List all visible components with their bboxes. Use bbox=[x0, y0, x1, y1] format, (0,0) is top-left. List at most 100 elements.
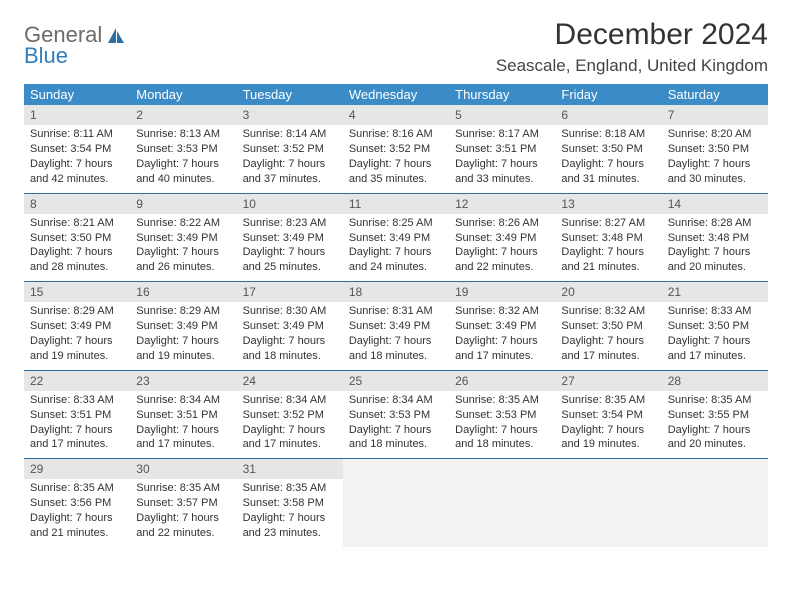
sunset-text: Sunset: 3:50 PM bbox=[668, 142, 762, 157]
sunset-text: Sunset: 3:49 PM bbox=[243, 319, 337, 334]
sunset-text: Sunset: 3:49 PM bbox=[30, 319, 124, 334]
calendar-cell: 3Sunrise: 8:14 AMSunset: 3:52 PMDaylight… bbox=[237, 105, 343, 193]
day-number: 25 bbox=[343, 371, 449, 391]
cell-body: Sunrise: 8:18 AMSunset: 3:50 PMDaylight:… bbox=[555, 125, 661, 192]
sunset-text: Sunset: 3:48 PM bbox=[561, 231, 655, 246]
day-number: 15 bbox=[24, 282, 130, 302]
day-number: 29 bbox=[24, 459, 130, 479]
sunrise-text: Sunrise: 8:14 AM bbox=[243, 127, 337, 142]
sunset-text: Sunset: 3:50 PM bbox=[561, 319, 655, 334]
daylight-text: Daylight: 7 hours and 35 minutes. bbox=[349, 157, 443, 187]
day-number: 30 bbox=[130, 459, 236, 479]
sunset-text: Sunset: 3:49 PM bbox=[349, 231, 443, 246]
sunrise-text: Sunrise: 8:35 AM bbox=[561, 393, 655, 408]
daylight-text: Daylight: 7 hours and 26 minutes. bbox=[136, 245, 230, 275]
sunrise-text: Sunrise: 8:26 AM bbox=[455, 216, 549, 231]
sunset-text: Sunset: 3:53 PM bbox=[455, 408, 549, 423]
sunrise-text: Sunrise: 8:18 AM bbox=[561, 127, 655, 142]
day-number: 3 bbox=[237, 105, 343, 125]
cell-body: Sunrise: 8:34 AMSunset: 3:52 PMDaylight:… bbox=[237, 391, 343, 458]
sunset-text: Sunset: 3:50 PM bbox=[561, 142, 655, 157]
calendar-row: 1Sunrise: 8:11 AMSunset: 3:54 PMDaylight… bbox=[24, 105, 768, 193]
weekday-header-row: Sunday Monday Tuesday Wednesday Thursday… bbox=[24, 84, 768, 105]
cell-body: Sunrise: 8:33 AMSunset: 3:51 PMDaylight:… bbox=[24, 391, 130, 458]
sail-icon bbox=[106, 26, 126, 51]
daylight-text: Daylight: 7 hours and 42 minutes. bbox=[30, 157, 124, 187]
cell-body bbox=[343, 479, 449, 487]
daylight-text: Daylight: 7 hours and 23 minutes. bbox=[243, 511, 337, 541]
day-number: 21 bbox=[662, 282, 768, 302]
daylight-text: Daylight: 7 hours and 21 minutes. bbox=[30, 511, 124, 541]
calendar-cell: 18Sunrise: 8:31 AMSunset: 3:49 PMDayligh… bbox=[343, 282, 449, 371]
day-number: 31 bbox=[237, 459, 343, 479]
cell-body: Sunrise: 8:29 AMSunset: 3:49 PMDaylight:… bbox=[130, 302, 236, 369]
calendar-cell: 8Sunrise: 8:21 AMSunset: 3:50 PMDaylight… bbox=[24, 193, 130, 282]
sunset-text: Sunset: 3:49 PM bbox=[455, 319, 549, 334]
calendar-row: 22Sunrise: 8:33 AMSunset: 3:51 PMDayligh… bbox=[24, 370, 768, 459]
cell-body: Sunrise: 8:25 AMSunset: 3:49 PMDaylight:… bbox=[343, 214, 449, 281]
calendar-row: 29Sunrise: 8:35 AMSunset: 3:56 PMDayligh… bbox=[24, 459, 768, 547]
calendar-cell: 15Sunrise: 8:29 AMSunset: 3:49 PMDayligh… bbox=[24, 282, 130, 371]
day-number: 7 bbox=[662, 105, 768, 125]
cell-body: Sunrise: 8:35 AMSunset: 3:56 PMDaylight:… bbox=[24, 479, 130, 546]
daylight-text: Daylight: 7 hours and 17 minutes. bbox=[136, 423, 230, 453]
sunset-text: Sunset: 3:52 PM bbox=[243, 408, 337, 423]
sunset-text: Sunset: 3:53 PM bbox=[349, 408, 443, 423]
sunset-text: Sunset: 3:51 PM bbox=[136, 408, 230, 423]
calendar-cell bbox=[662, 459, 768, 547]
day-number: 14 bbox=[662, 194, 768, 214]
daylight-text: Daylight: 7 hours and 17 minutes. bbox=[668, 334, 762, 364]
day-number: 2 bbox=[130, 105, 236, 125]
cell-body bbox=[449, 479, 555, 487]
sunrise-text: Sunrise: 8:32 AM bbox=[455, 304, 549, 319]
col-sunday: Sunday bbox=[24, 84, 130, 105]
sunrise-text: Sunrise: 8:28 AM bbox=[668, 216, 762, 231]
cell-body: Sunrise: 8:30 AMSunset: 3:49 PMDaylight:… bbox=[237, 302, 343, 369]
sunrise-text: Sunrise: 8:35 AM bbox=[30, 481, 124, 496]
daylight-text: Daylight: 7 hours and 19 minutes. bbox=[561, 423, 655, 453]
day-number: 18 bbox=[343, 282, 449, 302]
cell-body: Sunrise: 8:31 AMSunset: 3:49 PMDaylight:… bbox=[343, 302, 449, 369]
cell-body: Sunrise: 8:14 AMSunset: 3:52 PMDaylight:… bbox=[237, 125, 343, 192]
day-number: 28 bbox=[662, 371, 768, 391]
cell-body: Sunrise: 8:26 AMSunset: 3:49 PMDaylight:… bbox=[449, 214, 555, 281]
day-number bbox=[555, 459, 661, 479]
calendar-cell: 17Sunrise: 8:30 AMSunset: 3:49 PMDayligh… bbox=[237, 282, 343, 371]
col-tuesday: Tuesday bbox=[237, 84, 343, 105]
sunset-text: Sunset: 3:52 PM bbox=[243, 142, 337, 157]
sunrise-text: Sunrise: 8:25 AM bbox=[349, 216, 443, 231]
sunrise-text: Sunrise: 8:21 AM bbox=[30, 216, 124, 231]
col-friday: Friday bbox=[555, 84, 661, 105]
sunrise-text: Sunrise: 8:33 AM bbox=[30, 393, 124, 408]
day-number: 23 bbox=[130, 371, 236, 391]
sunset-text: Sunset: 3:49 PM bbox=[243, 231, 337, 246]
sunset-text: Sunset: 3:51 PM bbox=[455, 142, 549, 157]
col-saturday: Saturday bbox=[662, 84, 768, 105]
sunrise-text: Sunrise: 8:13 AM bbox=[136, 127, 230, 142]
daylight-text: Daylight: 7 hours and 22 minutes. bbox=[136, 511, 230, 541]
calendar-cell bbox=[555, 459, 661, 547]
sunset-text: Sunset: 3:48 PM bbox=[668, 231, 762, 246]
day-number bbox=[449, 459, 555, 479]
calendar-cell: 6Sunrise: 8:18 AMSunset: 3:50 PMDaylight… bbox=[555, 105, 661, 193]
calendar-cell: 30Sunrise: 8:35 AMSunset: 3:57 PMDayligh… bbox=[130, 459, 236, 547]
sunrise-text: Sunrise: 8:17 AM bbox=[455, 127, 549, 142]
daylight-text: Daylight: 7 hours and 17 minutes. bbox=[30, 423, 124, 453]
sunrise-text: Sunrise: 8:29 AM bbox=[30, 304, 124, 319]
calendar-cell: 23Sunrise: 8:34 AMSunset: 3:51 PMDayligh… bbox=[130, 370, 236, 459]
cell-body: Sunrise: 8:32 AMSunset: 3:49 PMDaylight:… bbox=[449, 302, 555, 369]
calendar-cell: 1Sunrise: 8:11 AMSunset: 3:54 PMDaylight… bbox=[24, 105, 130, 193]
calendar-cell: 10Sunrise: 8:23 AMSunset: 3:49 PMDayligh… bbox=[237, 193, 343, 282]
sunrise-text: Sunrise: 8:16 AM bbox=[349, 127, 443, 142]
sunrise-text: Sunrise: 8:22 AM bbox=[136, 216, 230, 231]
sunset-text: Sunset: 3:49 PM bbox=[349, 319, 443, 334]
cell-body: Sunrise: 8:20 AMSunset: 3:50 PMDaylight:… bbox=[662, 125, 768, 192]
sunrise-text: Sunrise: 8:30 AM bbox=[243, 304, 337, 319]
daylight-text: Daylight: 7 hours and 30 minutes. bbox=[668, 157, 762, 187]
calendar-cell: 13Sunrise: 8:27 AMSunset: 3:48 PMDayligh… bbox=[555, 193, 661, 282]
logo-line2: Blue bbox=[24, 45, 102, 67]
calendar-row: 15Sunrise: 8:29 AMSunset: 3:49 PMDayligh… bbox=[24, 282, 768, 371]
sunset-text: Sunset: 3:49 PM bbox=[136, 231, 230, 246]
calendar-table: Sunday Monday Tuesday Wednesday Thursday… bbox=[24, 84, 768, 547]
calendar-cell: 29Sunrise: 8:35 AMSunset: 3:56 PMDayligh… bbox=[24, 459, 130, 547]
